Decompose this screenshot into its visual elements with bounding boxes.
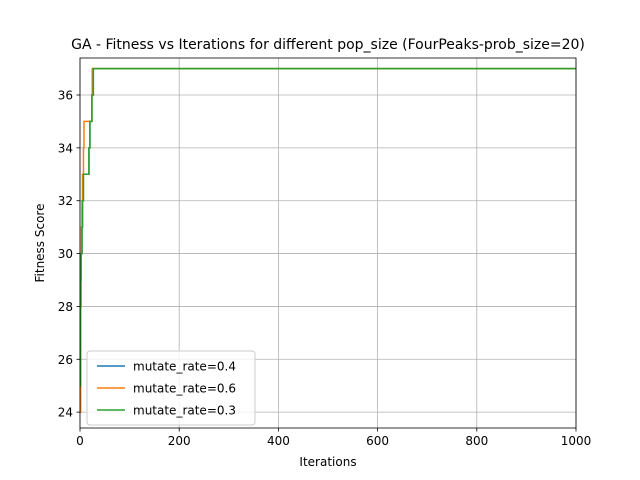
- legend-label-0: mutate_rate=0.4: [133, 360, 236, 374]
- series-line-2: [80, 67, 576, 387]
- legend-label-2: mutate_rate=0.3: [133, 404, 236, 418]
- legend-label-1: mutate_rate=0.6: [133, 382, 236, 396]
- x-tick-label: 200: [168, 434, 191, 448]
- y-tick-label: 34: [58, 141, 73, 155]
- x-tick-label: 1000: [561, 434, 592, 448]
- x-axis-label: Iterations: [299, 455, 356, 469]
- y-tick-label: 24: [58, 406, 73, 420]
- y-tick-label: 36: [58, 89, 73, 103]
- chart-title: GA - Fitness vs Iterations for different…: [71, 37, 585, 53]
- x-tick-label: 600: [366, 434, 389, 448]
- y-tick-label: 32: [58, 194, 73, 208]
- y-tick-label: 30: [58, 247, 73, 261]
- axis-ticks: 0 200 400 600 800 1000 24 26 28 30 32 34 36: [58, 89, 592, 449]
- y-tick-label: 28: [58, 300, 73, 314]
- legend: mutate_rate=0.4 mutate_rate=0.6 mutate_rat…: [86, 350, 256, 426]
- x-tick-label: 800: [465, 434, 488, 448]
- legend-box: [86, 350, 256, 426]
- y-tick-label: 26: [58, 353, 73, 367]
- x-tick-label: 400: [267, 434, 290, 448]
- x-tick-label: 0: [76, 434, 84, 448]
- y-axis-label: Fitness Score: [33, 204, 47, 283]
- plot-frame: [79, 57, 577, 429]
- series-lines: [80, 67, 576, 413]
